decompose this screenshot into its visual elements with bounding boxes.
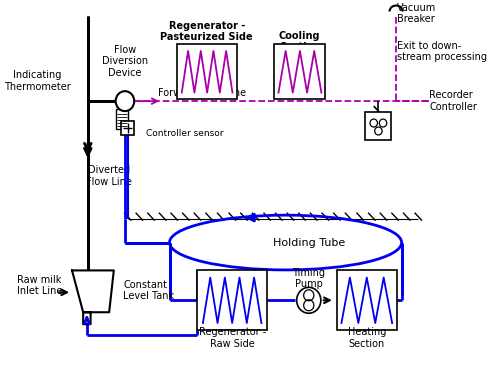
Bar <box>198 270 267 330</box>
Text: Raw milk
Inlet Line: Raw milk Inlet Line <box>17 275 62 296</box>
Text: Cooling
Section: Cooling Section <box>278 31 320 52</box>
Text: Indicating
Thermometer: Indicating Thermometer <box>4 70 71 92</box>
Text: Heating
Section: Heating Section <box>348 327 386 349</box>
Bar <box>177 44 238 99</box>
Text: Exit to down-
stream processing: Exit to down- stream processing <box>397 41 487 62</box>
Circle shape <box>116 91 134 111</box>
Text: Controller sensor: Controller sensor <box>146 130 224 138</box>
Text: Diverted
Flow Line: Diverted Flow Line <box>86 165 132 186</box>
Text: Regenerator -
Pasteurized Side: Regenerator - Pasteurized Side <box>160 21 253 42</box>
Text: Holding Tube: Holding Tube <box>272 238 345 248</box>
Text: Regenerator -
Raw Side: Regenerator - Raw Side <box>198 327 266 349</box>
Bar <box>274 44 326 99</box>
Bar <box>121 121 134 135</box>
Text: Timing
Pump: Timing Pump <box>292 268 326 289</box>
Circle shape <box>296 287 321 313</box>
Text: Vacuum
Breaker: Vacuum Breaker <box>397 3 436 24</box>
Bar <box>116 109 128 129</box>
Text: Forward Flow Line: Forward Flow Line <box>158 88 246 98</box>
Text: Flow
Diversion
Device: Flow Diversion Device <box>102 45 148 78</box>
Text: Recorder
Controller: Recorder Controller <box>430 90 478 112</box>
Bar <box>366 112 392 140</box>
Bar <box>336 270 397 330</box>
Text: Constant
Level Tank: Constant Level Tank <box>123 280 174 301</box>
Polygon shape <box>72 270 114 324</box>
